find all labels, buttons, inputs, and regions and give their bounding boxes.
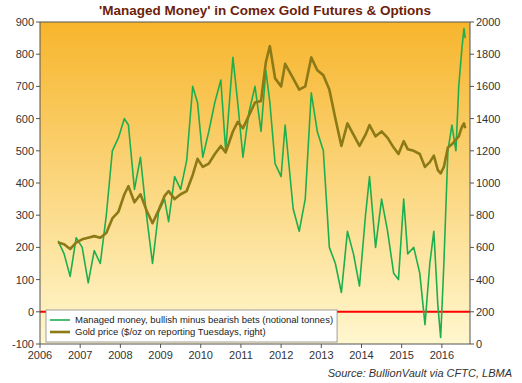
y-tick-label: 800 bbox=[16, 48, 34, 60]
y2-axis bbox=[470, 22, 471, 344]
x-tick-label: 2007 bbox=[68, 349, 92, 361]
x-tick bbox=[281, 344, 282, 348]
y2-tick-label: 400 bbox=[476, 274, 494, 286]
y-tick-label: 100 bbox=[16, 274, 34, 286]
x-tick-label: 2013 bbox=[309, 349, 333, 361]
legend-label: Gold price ($/oz on reporting Tuesdays, … bbox=[75, 326, 266, 337]
plot-marks bbox=[40, 28, 470, 337]
x-tick bbox=[40, 344, 41, 348]
legend-label: Managed money, bullish minus bearish bet… bbox=[75, 314, 333, 325]
y-tick bbox=[36, 344, 40, 345]
y2-tick bbox=[470, 118, 474, 119]
x-tick bbox=[240, 344, 241, 348]
x-tick bbox=[361, 344, 362, 348]
y2-tick bbox=[470, 215, 474, 216]
series-line bbox=[58, 46, 465, 249]
x-tick-label: 2008 bbox=[108, 349, 132, 361]
x-tick bbox=[200, 344, 201, 348]
x-tick bbox=[80, 344, 81, 348]
x-tick-label: 2014 bbox=[349, 349, 373, 361]
y2-tick-label: 1400 bbox=[476, 113, 500, 125]
y-tick bbox=[36, 22, 40, 23]
x-tick-label: 2015 bbox=[389, 349, 413, 361]
chart: 'Managed Money' in Comex Gold Futures & … bbox=[0, 0, 522, 383]
x-tick-label: 2009 bbox=[148, 349, 172, 361]
y-tick bbox=[36, 279, 40, 280]
legend: Managed money, bullish minus bearish bet… bbox=[46, 310, 337, 342]
y-tick-label: 500 bbox=[16, 145, 34, 157]
y-tick-label: 900 bbox=[16, 16, 34, 28]
y-tick bbox=[36, 247, 40, 248]
x-tick-label: 2006 bbox=[28, 349, 52, 361]
y2-tick-label: 1200 bbox=[476, 145, 500, 157]
y2-tick-label: 200 bbox=[476, 306, 494, 318]
y2-tick bbox=[470, 279, 474, 280]
y-tick bbox=[36, 215, 40, 216]
y-tick bbox=[36, 150, 40, 151]
y2-tick bbox=[470, 311, 474, 312]
x-tick bbox=[441, 344, 442, 348]
y2-tick bbox=[470, 344, 474, 345]
y2-tick bbox=[470, 247, 474, 248]
y-tick-label: 400 bbox=[16, 177, 34, 189]
x-axis bbox=[40, 344, 470, 345]
legend-swatch bbox=[50, 331, 70, 334]
y2-tick-label: 0 bbox=[476, 338, 482, 350]
x-tick bbox=[160, 344, 161, 348]
legend-swatch bbox=[50, 319, 70, 321]
x-tick bbox=[321, 344, 322, 348]
y2-tick-label: 2000 bbox=[476, 16, 500, 28]
y-tick-label: 700 bbox=[16, 80, 34, 92]
x-tick-label: 2010 bbox=[189, 349, 213, 361]
y-tick bbox=[36, 183, 40, 184]
x-tick-label: 2016 bbox=[430, 349, 454, 361]
y2-tick bbox=[470, 86, 474, 87]
x-tick-label: 2012 bbox=[269, 349, 293, 361]
y-tick bbox=[36, 54, 40, 55]
x-tick bbox=[120, 344, 121, 348]
x-tick-label: 2011 bbox=[229, 349, 253, 361]
source: Source: BullionVault via CFTC, LBMA bbox=[328, 367, 512, 379]
plot-background bbox=[40, 22, 470, 344]
frame-top bbox=[40, 22, 470, 23]
y2-tick-label: 1600 bbox=[476, 80, 500, 92]
y-tick-label: 200 bbox=[16, 241, 34, 253]
y-tick bbox=[36, 86, 40, 87]
y2-tick-label: 1800 bbox=[476, 48, 500, 60]
x-tick bbox=[401, 344, 402, 348]
y2-tick bbox=[470, 22, 474, 23]
title: 'Managed Money' in Comex Gold Futures & … bbox=[99, 3, 431, 18]
y2-tick-label: 1000 bbox=[476, 177, 500, 189]
y2-tick-label: 800 bbox=[476, 209, 494, 221]
y2-tick bbox=[470, 183, 474, 184]
y-tick-label: 0 bbox=[28, 306, 34, 318]
y-axis bbox=[40, 22, 41, 344]
y2-tick-label: 600 bbox=[476, 241, 494, 253]
series-line bbox=[58, 28, 465, 337]
y-tick bbox=[36, 311, 40, 312]
y2-tick bbox=[470, 54, 474, 55]
y2-tick bbox=[470, 150, 474, 151]
y-tick bbox=[36, 118, 40, 119]
y-tick-label: 300 bbox=[16, 209, 34, 221]
legend-box bbox=[46, 310, 337, 342]
y-tick-label: 600 bbox=[16, 113, 34, 125]
